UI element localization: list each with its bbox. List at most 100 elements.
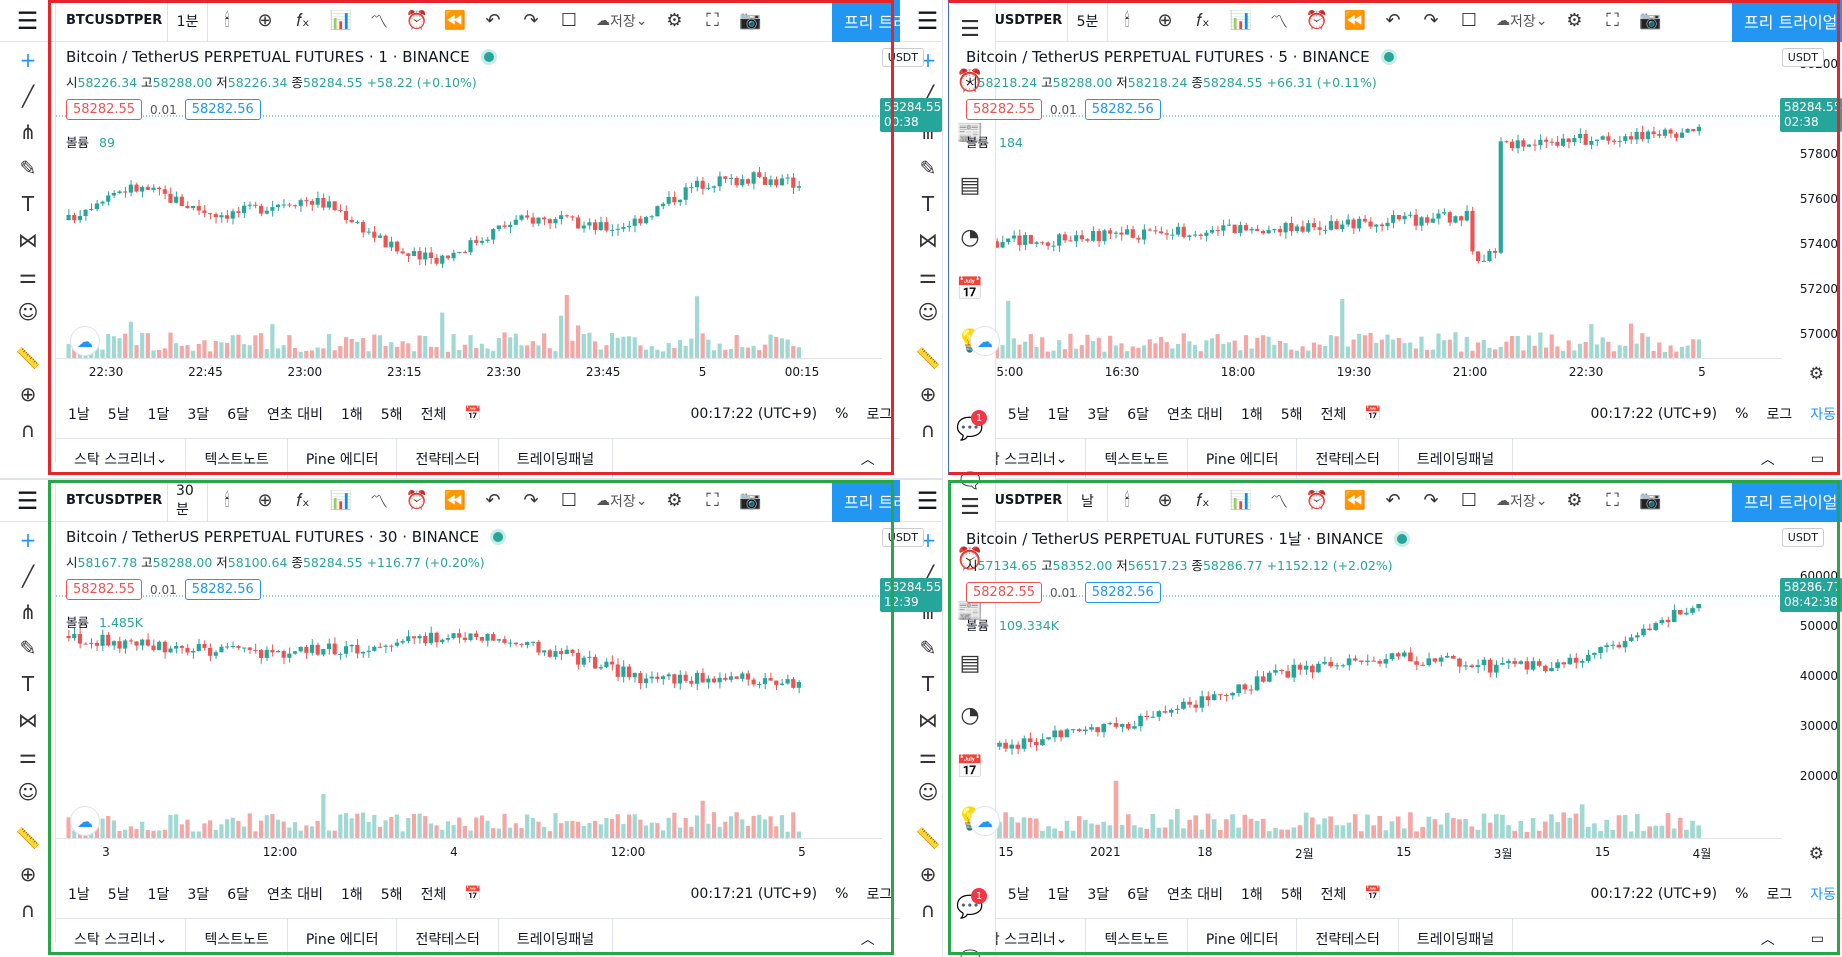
range-6[interactable]: 1해	[340, 407, 363, 423]
range-4[interactable]: 6달	[227, 887, 249, 903]
brush-icon[interactable]: ✎	[19, 636, 37, 660]
candle-style-icon[interactable]: 🕯	[224, 490, 230, 511]
tradingview-logo-icon[interactable]: ☁	[970, 326, 1000, 356]
currency-label[interactable]: USDT	[1781, 48, 1824, 67]
text-icon[interactable]: T	[21, 192, 35, 216]
alert-icon[interactable]: ⏰	[1305, 10, 1329, 31]
percent-scale-toggle[interactable]: %	[1735, 406, 1749, 422]
bar-chart-icon[interactable]: 📊	[329, 490, 353, 511]
tab-4[interactable]: 트레이딩패널	[1399, 438, 1514, 479]
interval-button[interactable]: 1분	[168, 0, 208, 42]
range-0[interactable]: 1날	[68, 407, 90, 423]
fullscreen-icon[interactable]: ⛶	[1606, 10, 1619, 31]
range-5[interactable]: 연초 대비	[1166, 407, 1223, 423]
fib-icon[interactable]: ⋔	[19, 600, 37, 624]
range-5[interactable]: 연초 대비	[266, 887, 323, 903]
trendline-icon[interactable]: ╱	[21, 564, 35, 588]
range-2[interactable]: 1달	[1047, 407, 1070, 423]
collapse-panel-icon[interactable]: ︿	[860, 931, 875, 948]
tab-3[interactable]: 전략테스터	[397, 918, 499, 957]
fx-icon[interactable]: 𝑓ₓ	[296, 10, 310, 31]
add-indicator-icon[interactable]: ⊕	[257, 490, 273, 511]
camera-icon[interactable]: 📷	[1639, 490, 1662, 511]
sell-button[interactable]: 58282.55	[966, 582, 1043, 603]
fx-icon[interactable]: 𝑓ₓ	[1196, 490, 1210, 511]
tab-4[interactable]: 트레이딩패널	[499, 918, 614, 957]
tab-4[interactable]: 트레이딩패널	[499, 438, 614, 479]
series-title-text[interactable]: Bitcoin / TetherUS PERPETUAL FUTURES · 1…	[66, 48, 470, 66]
date-range-icon[interactable]: 📅	[1364, 886, 1382, 902]
redo-icon[interactable]: ↷	[1423, 490, 1439, 511]
price-axis[interactable]: 58200580005780057600574005720057000	[1782, 42, 1842, 358]
screener-icon[interactable]: ▤	[959, 172, 981, 198]
tab-2[interactable]: Pine 에디터	[288, 918, 398, 957]
camera-icon[interactable]: 📷	[739, 10, 762, 31]
date-range-icon[interactable]: 📅	[1364, 406, 1382, 422]
save-button[interactable]: ☁ 저장 ⌄	[588, 480, 656, 522]
pattern-icon[interactable]: ⋈	[918, 708, 938, 732]
candle-style-icon[interactable]: 🕯	[1124, 10, 1130, 31]
fx-icon[interactable]: 𝑓ₓ	[1196, 10, 1210, 31]
redo-icon[interactable]: ↷	[523, 10, 539, 31]
save-button[interactable]: ☁ 저장 ⌄	[1488, 0, 1556, 42]
settings-gear-icon[interactable]: ⚙	[1566, 490, 1583, 511]
time-axis[interactable]: 15 2021 18 2월 15 3월 15 4월	[956, 838, 1782, 864]
range-7[interactable]: 5해	[380, 887, 403, 903]
tab-2[interactable]: Pine 에디터	[288, 438, 398, 479]
fullscreen-icon[interactable]: ⛶	[706, 10, 719, 31]
chart-settings-icon[interactable]: ⚙	[1808, 844, 1824, 864]
range-1[interactable]: 5날	[107, 407, 130, 423]
range-2[interactable]: 1달	[1047, 887, 1070, 903]
undo-icon[interactable]: ↶	[485, 10, 501, 31]
currency-label[interactable]: USDT	[881, 528, 924, 547]
range-3[interactable]: 3달	[187, 887, 210, 903]
candle-style-icon[interactable]: 🕯	[1124, 490, 1130, 511]
undo-icon[interactable]: ↶	[1385, 490, 1401, 511]
text-icon[interactable]: T	[921, 192, 935, 216]
range-0[interactable]: 1날	[68, 887, 90, 903]
news-icon[interactable]: 📰	[956, 120, 984, 146]
chat-icon[interactable]: 💬 1	[943, 404, 997, 454]
percent-scale-toggle[interactable]: %	[1735, 886, 1749, 902]
fx-icon[interactable]: 𝑓ₓ	[296, 490, 310, 511]
brush-icon[interactable]: ✎	[19, 156, 37, 180]
range-7[interactable]: 5해	[1280, 407, 1303, 423]
symbol-search[interactable]: BTCUSDTPER	[56, 479, 168, 522]
tradingview-logo-icon[interactable]: ☁	[970, 806, 1000, 836]
tab-4[interactable]: 트레이딩패널	[1399, 918, 1514, 957]
candlestick-plot[interactable]	[956, 522, 1782, 838]
clock-time[interactable]: 00:17:22 (UTC+9)	[1590, 886, 1718, 902]
series-title-text[interactable]: Bitcoin / TetherUS PERPETUAL FUTURES · 3…	[66, 528, 480, 546]
fullscreen-icon[interactable]: ⛶	[706, 490, 719, 511]
settings-gear-icon[interactable]: ⚙	[666, 10, 683, 31]
camera-icon[interactable]: 📷	[1639, 10, 1662, 31]
strategy-icon[interactable]: 〽	[1270, 491, 1288, 513]
calendar-icon[interactable]: 📅	[956, 754, 984, 780]
settings-gear-icon[interactable]: ⚙	[666, 490, 683, 511]
emoji-icon[interactable]: ☺	[917, 300, 939, 324]
range-8[interactable]: 전체	[1320, 887, 1347, 903]
add-indicator-icon[interactable]: ⊕	[1157, 10, 1173, 31]
prediction-icon[interactable]: ⚌	[919, 264, 937, 288]
log-scale-toggle[interactable]: 로그	[1766, 887, 1793, 903]
candle-style-icon[interactable]: 🕯	[224, 10, 230, 31]
buy-button[interactable]: 58282.56	[1084, 99, 1161, 120]
range-3[interactable]: 3달	[1087, 887, 1110, 903]
prediction-icon[interactable]: ⚌	[19, 744, 37, 768]
save-button[interactable]: ☁ 저장 ⌄	[1488, 480, 1556, 522]
collapse-panel-icon[interactable]: ︿	[860, 451, 875, 468]
magnet-icon[interactable]: ∩	[20, 898, 36, 922]
range-3[interactable]: 3달	[1087, 407, 1110, 423]
time-axis[interactable]: 22:30 22:45 23:00 23:15 23:30 23:45 5 00:15	[56, 358, 882, 384]
range-6[interactable]: 1해	[1240, 407, 1263, 423]
free-trial-button[interactable]: 프리 트라이얼	[1732, 480, 1842, 522]
tab-3[interactable]: 전략테스터	[1297, 918, 1399, 957]
zoom-icon[interactable]: ⊕	[919, 382, 937, 406]
interval-button[interactable]: 30분	[168, 479, 208, 522]
brush-icon[interactable]: ✎	[919, 156, 937, 180]
crosshair-icon[interactable]: +	[19, 528, 37, 552]
strategy-icon[interactable]: 〽	[1270, 11, 1288, 33]
buy-button[interactable]: 58282.56	[184, 99, 261, 120]
screener-icon[interactable]: ▤	[959, 650, 981, 676]
camera-icon[interactable]: 📷	[739, 490, 762, 511]
